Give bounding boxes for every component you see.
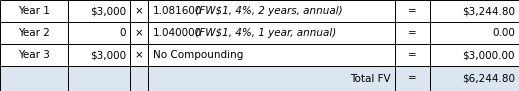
- Text: ×: ×: [134, 28, 143, 38]
- Text: $3,000: $3,000: [90, 6, 126, 16]
- Text: (FW$1, 4%, 1 year, annual): (FW$1, 4%, 1 year, annual): [192, 28, 336, 38]
- Text: =: =: [408, 50, 417, 60]
- Text: Year 2: Year 2: [18, 28, 50, 38]
- Text: Year 3: Year 3: [18, 50, 50, 60]
- Text: =: =: [408, 6, 417, 16]
- Text: No Compounding: No Compounding: [153, 50, 243, 60]
- Text: $3,000: $3,000: [90, 50, 126, 60]
- Bar: [0, 22, 519, 44]
- Text: $3,244.80: $3,244.80: [462, 6, 515, 16]
- Text: =: =: [408, 74, 417, 84]
- Text: ×: ×: [134, 6, 143, 16]
- Text: =: =: [408, 28, 417, 38]
- Text: 0.00: 0.00: [492, 28, 515, 38]
- Text: (FW$1, 4%, 2 years, annual): (FW$1, 4%, 2 years, annual): [192, 6, 343, 16]
- Bar: [0, 66, 519, 91]
- Text: ×: ×: [134, 50, 143, 60]
- Bar: [0, 44, 519, 66]
- Text: Year 1: Year 1: [18, 6, 50, 16]
- Text: 1.040000: 1.040000: [153, 28, 202, 38]
- Text: Total FV: Total FV: [350, 74, 391, 84]
- Text: 1.081600: 1.081600: [153, 6, 202, 16]
- Text: $3,000.00: $3,000.00: [462, 50, 515, 60]
- Text: $6,244.80: $6,244.80: [462, 74, 515, 84]
- Bar: [0, 0, 519, 22]
- Text: 0: 0: [119, 28, 126, 38]
